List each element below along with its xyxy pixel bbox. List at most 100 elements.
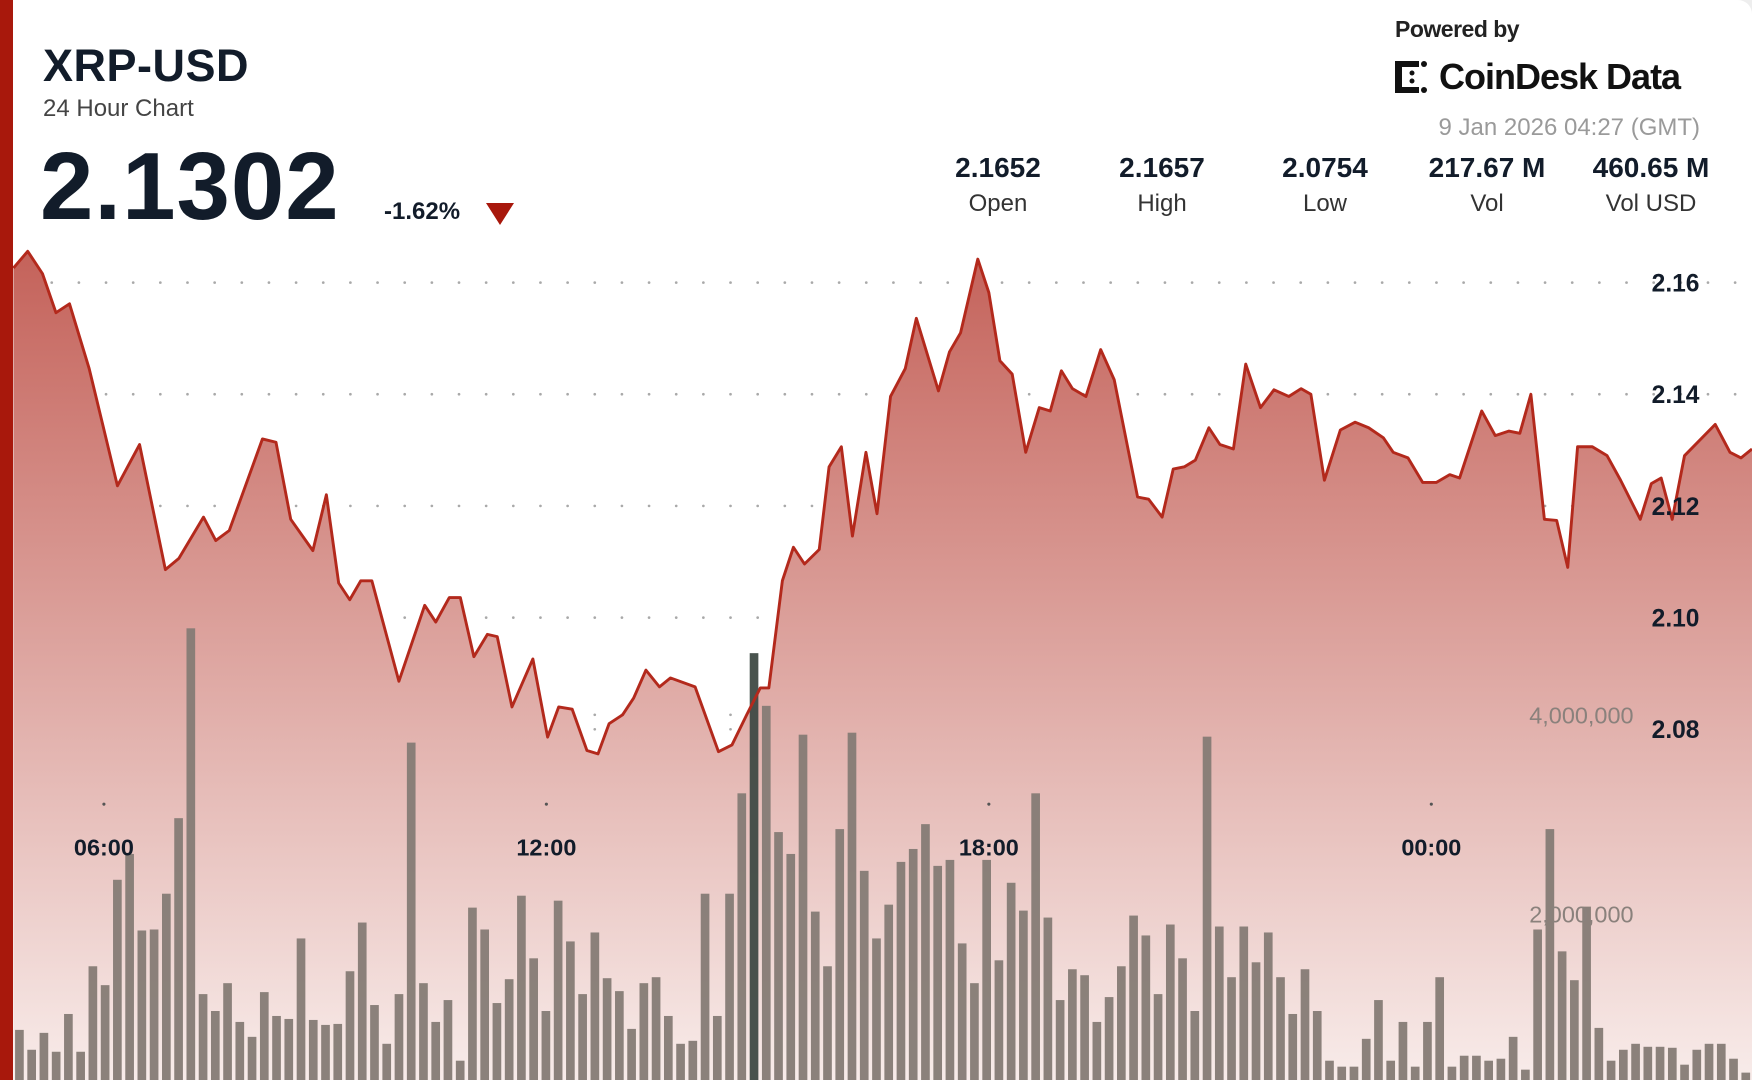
stat-value: 2.0754 xyxy=(1282,152,1368,183)
grid-dot xyxy=(729,504,732,508)
volume-bar xyxy=(480,929,490,1080)
volume-bar xyxy=(64,1013,73,1080)
grid-dot xyxy=(1326,392,1330,396)
volume-bar xyxy=(566,941,575,1080)
volume-bar xyxy=(1337,1066,1347,1080)
grid-dot xyxy=(213,392,216,396)
volume-bar xyxy=(884,904,894,1080)
volume-bar xyxy=(1043,917,1053,1080)
grid-dot xyxy=(539,504,542,508)
price-tick-label: 2.10 xyxy=(1652,606,1700,633)
grid-dot xyxy=(77,281,81,284)
grid-dot xyxy=(131,281,135,284)
volume-bar xyxy=(149,929,159,1080)
volume-bar xyxy=(76,1051,85,1080)
volume-bar xyxy=(210,1011,220,1080)
grid-dot xyxy=(349,504,352,508)
volume-bar xyxy=(1227,977,1236,1080)
volume-bar xyxy=(1019,910,1028,1080)
volume-bar xyxy=(1484,1060,1493,1080)
volume-bar xyxy=(1190,1011,1200,1080)
volume-bar xyxy=(1080,975,1089,1080)
volume-bar xyxy=(1129,915,1138,1080)
grid-dot xyxy=(511,392,515,396)
volume-bar xyxy=(1398,1021,1408,1080)
volume-bar xyxy=(88,966,98,1080)
volume-bar xyxy=(859,870,869,1080)
volume-bar xyxy=(908,848,918,1080)
volume-bar xyxy=(296,938,306,1080)
volume-bar xyxy=(1239,926,1249,1080)
volume-bar xyxy=(1300,969,1310,1080)
volume-bar xyxy=(198,994,208,1080)
volume-bar xyxy=(872,938,881,1080)
volume-bar xyxy=(1006,882,1016,1080)
volume-bar xyxy=(1251,962,1261,1080)
volume-bar xyxy=(1104,997,1114,1080)
volume-bar xyxy=(137,930,147,1080)
volume-bar xyxy=(774,832,783,1080)
grid-dot xyxy=(1489,281,1493,284)
grid-dot xyxy=(1543,392,1547,396)
grid-dot xyxy=(1733,392,1737,396)
volume-bar xyxy=(39,1032,49,1080)
volume-bar xyxy=(700,893,710,1080)
volume-bar xyxy=(725,893,734,1080)
grid-dot xyxy=(593,713,597,717)
grid-dot xyxy=(186,281,189,284)
grid-dot xyxy=(267,392,271,396)
volume-bar xyxy=(1655,1046,1665,1080)
grid-dot xyxy=(729,281,732,284)
grid-dot xyxy=(593,727,597,731)
grid-dot xyxy=(158,392,162,396)
stat-label: Low xyxy=(1302,190,1348,217)
volume-bar xyxy=(1496,1058,1506,1080)
volume-bar xyxy=(1667,1047,1677,1080)
volume-bar xyxy=(272,1015,281,1080)
grid-dot xyxy=(104,392,108,396)
volume-bar xyxy=(1386,1060,1396,1080)
grid-dot xyxy=(50,281,54,284)
grid-dot xyxy=(321,392,325,396)
grid-dot xyxy=(810,281,814,284)
grid-dot xyxy=(620,504,624,508)
volume-bar xyxy=(1092,1021,1102,1080)
grid-dot xyxy=(647,281,651,284)
volume-bar xyxy=(1068,969,1077,1080)
grid-dot xyxy=(647,504,651,508)
volume-bar xyxy=(823,966,832,1080)
volume-bar xyxy=(663,1015,673,1080)
volume-bar xyxy=(1288,1013,1298,1080)
volume-bars xyxy=(15,628,1751,1080)
grid-dot xyxy=(729,616,732,619)
grid-dot xyxy=(186,392,189,396)
volume-bar xyxy=(590,932,600,1080)
grid-dot xyxy=(430,392,434,396)
grid-dot xyxy=(158,281,162,284)
grid-dot xyxy=(729,727,732,731)
down-arrow-icon xyxy=(486,203,514,225)
stat-label: Open xyxy=(968,190,1028,217)
grid-dot xyxy=(756,616,760,619)
grid-dot xyxy=(267,281,271,284)
volume-bar xyxy=(517,895,526,1080)
volume-bar xyxy=(982,859,991,1080)
grid-dot xyxy=(484,281,488,284)
grid-dot xyxy=(1353,281,1357,284)
grid-dot xyxy=(1462,392,1465,396)
grid-dot xyxy=(1407,392,1411,396)
grid-dot xyxy=(702,392,705,396)
price-change: -1.62% xyxy=(384,198,461,225)
grid-dot xyxy=(593,616,597,619)
grid-dot xyxy=(1733,281,1737,284)
volume-bar xyxy=(553,900,563,1080)
volume-bar xyxy=(835,829,845,1080)
volume-tick-label: 4,000,000 xyxy=(1529,703,1633,729)
brand-name: CoinDesk Data xyxy=(1439,56,1681,97)
grid-dot xyxy=(566,616,569,619)
grid-dot xyxy=(1353,392,1357,396)
volume-bar xyxy=(639,983,649,1080)
grid-dot xyxy=(1190,281,1194,284)
time-tick-label: 06:00 xyxy=(74,835,134,861)
